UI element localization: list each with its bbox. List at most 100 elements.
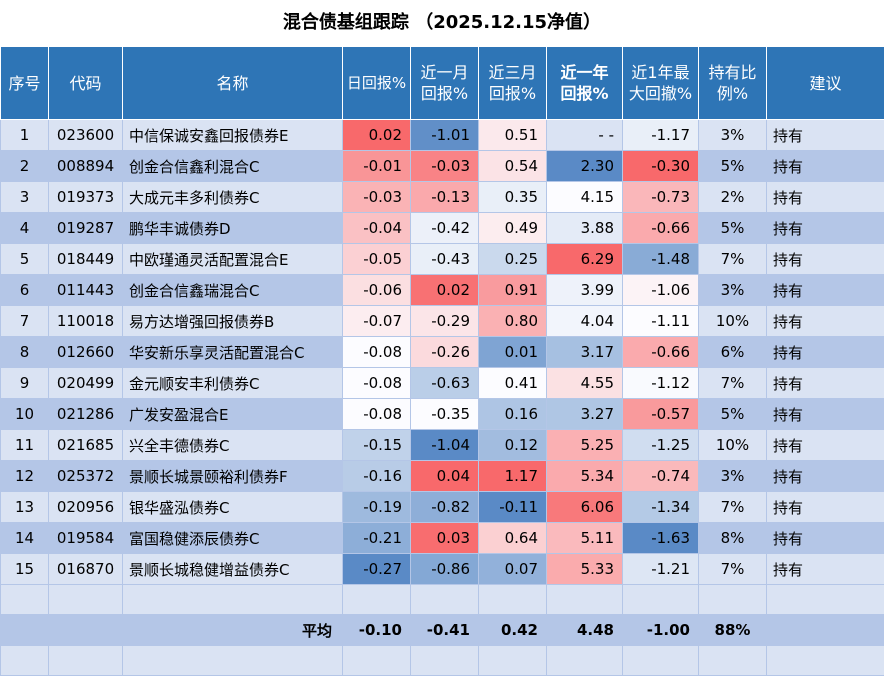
- row-index: 13: [0, 491, 49, 523]
- holding-ratio: 6%: [698, 336, 767, 368]
- holding-ratio: 10%: [698, 429, 767, 461]
- advice: 持有: [766, 491, 884, 523]
- advice: 持有: [766, 367, 884, 399]
- row-index: 6: [0, 274, 49, 306]
- advice: 持有: [766, 553, 884, 585]
- fund-code: 012660: [48, 336, 123, 368]
- 1y-return: 6.06: [546, 491, 623, 523]
- advice: 持有: [766, 460, 884, 492]
- 1m-return: -0.13: [410, 181, 479, 213]
- 3m-return: 0.91: [478, 274, 547, 306]
- table-row: 5 018449 中欧瑾通灵活配置混合E -0.05 -0.43 0.25 6.29 -1.4…: [0, 243, 884, 275]
- daily-return: -0.19: [342, 491, 411, 523]
- 1y-return: 5.33: [546, 553, 623, 585]
- advice: 持有: [766, 274, 884, 306]
- daily-return: -0.01: [342, 150, 411, 182]
- table-row: 12 025372 景顺长城景颐裕利债券F -0.16 0.04 1.17 5.34 -0.7…: [0, 460, 884, 492]
- table-row: 15 016870 景顺长城稳健增益债券C -0.27 -0.86 0.07 5.33 -1.…: [0, 553, 884, 585]
- fund-code: 020956: [48, 491, 123, 523]
- average-daily-return: -0.10: [342, 614, 411, 646]
- 3m-return: 0.16: [478, 398, 547, 430]
- 1m-return: -0.43: [410, 243, 479, 275]
- 1y-return: 3.27: [546, 398, 623, 430]
- 1y-return: 4.04: [546, 305, 623, 337]
- 3m-return: 0.01: [478, 336, 547, 368]
- max-drawdown: -1.17: [622, 119, 699, 151]
- holding-ratio: 10%: [698, 305, 767, 337]
- table-row: 3 019373 大成元丰多利债券C -0.03 -0.13 0.35 4.15 -0.73 2…: [0, 181, 884, 213]
- 1m-return: -0.86: [410, 553, 479, 585]
- header-advice: 建议: [766, 46, 884, 120]
- 1y-return: 6.29: [546, 243, 623, 275]
- fund-name: 中信保诚安鑫回报债券E: [122, 119, 343, 151]
- table-row: 8 012660 华安新乐享灵活配置混合C -0.08 -0.26 0.01 3.17 -0.…: [0, 336, 884, 368]
- 1m-return: -1.01: [410, 119, 479, 151]
- max-drawdown: -1.06: [622, 274, 699, 306]
- header-index: 序号: [0, 46, 49, 120]
- header-1m-return: 近一月 回报%: [410, 46, 479, 120]
- fund-tracking-table: 序号 代码 名称 日回报% 近一月 回报% 近三月 回报% 近一年 回报% 近1年最大…: [0, 46, 884, 676]
- table-row: 14 019584 富国稳健添辰债券C -0.21 0.03 0.64 5.11 -1.63 8…: [0, 522, 884, 554]
- row-index: 15: [0, 553, 49, 585]
- header-row: 序号 代码 名称 日回报% 近一月 回报% 近三月 回报% 近一年 回报% 近1年最大…: [0, 46, 884, 120]
- holding-ratio: 3%: [698, 119, 767, 151]
- 1y-return: 3.99: [546, 274, 623, 306]
- average-1m-return: -0.41: [410, 614, 479, 646]
- daily-return: -0.27: [342, 553, 411, 585]
- 1m-return: -0.42: [410, 212, 479, 244]
- fund-name: 景顺长城稳健增益债券C: [122, 553, 343, 585]
- header-1y-return: 近一年 回报%: [546, 46, 623, 120]
- 1m-return: -0.26: [410, 336, 479, 368]
- 3m-return: 0.07: [478, 553, 547, 585]
- fund-code: 019373: [48, 181, 123, 213]
- 1y-return: - -: [546, 119, 623, 151]
- average-label: 平均: [122, 614, 343, 646]
- 3m-return: 0.80: [478, 305, 547, 337]
- daily-return: -0.08: [342, 336, 411, 368]
- fund-name: 兴全丰德债券C: [122, 429, 343, 461]
- daily-return: -0.21: [342, 522, 411, 554]
- 1y-return: 4.15: [546, 181, 623, 213]
- 3m-return: 0.49: [478, 212, 547, 244]
- max-drawdown: -1.21: [622, 553, 699, 585]
- 3m-return: 0.64: [478, 522, 547, 554]
- 3m-return: 0.54: [478, 150, 547, 182]
- 1m-return: 0.02: [410, 274, 479, 306]
- daily-return: 0.02: [342, 119, 411, 151]
- 1y-return: 3.17: [546, 336, 623, 368]
- max-drawdown: -0.74: [622, 460, 699, 492]
- max-drawdown: -1.11: [622, 305, 699, 337]
- holding-ratio: 3%: [698, 460, 767, 492]
- fund-name: 大成元丰多利债券C: [122, 181, 343, 213]
- max-drawdown: -1.25: [622, 429, 699, 461]
- fund-name: 中欧瑾通灵活配置混合E: [122, 243, 343, 275]
- 1m-return: -0.63: [410, 367, 479, 399]
- daily-return: -0.08: [342, 367, 411, 399]
- 3m-return: 0.12: [478, 429, 547, 461]
- 3m-return: 0.35: [478, 181, 547, 213]
- 1y-return: 4.55: [546, 367, 623, 399]
- table-row: 1 023600 中信保诚安鑫回报债券E 0.02 -1.01 0.51- - -1.17 3…: [0, 119, 884, 151]
- holding-ratio: 8%: [698, 522, 767, 554]
- fund-code: 008894: [48, 150, 123, 182]
- row-index: 11: [0, 429, 49, 461]
- holding-ratio: 5%: [698, 212, 767, 244]
- fund-name: 广发安盈混合E: [122, 398, 343, 430]
- table-row: 6 011443 创金合信鑫瑞混合C -0.06 0.02 0.91 3.99 -1.06 3%…: [0, 274, 884, 306]
- max-drawdown: -0.66: [622, 212, 699, 244]
- 1y-return: 5.25: [546, 429, 623, 461]
- fund-code: 019584: [48, 522, 123, 554]
- advice: 持有: [766, 522, 884, 554]
- average-1y-return: 4.48: [546, 614, 623, 646]
- table-row: 2 008894 创金合信鑫利混合C -0.01 -0.03 0.54 2.30 -0.30 5…: [0, 150, 884, 182]
- advice: 持有: [766, 119, 884, 151]
- row-index: 4: [0, 212, 49, 244]
- fund-name: 金元顺安丰利债券C: [122, 367, 343, 399]
- advice: 持有: [766, 336, 884, 368]
- average-row: 平均 -0.10 -0.41 0.42 4.48 -1.00 88%: [0, 614, 884, 646]
- header-name: 名称: [122, 46, 343, 120]
- holding-ratio: 7%: [698, 367, 767, 399]
- daily-return: -0.16: [342, 460, 411, 492]
- fund-code: 019287: [48, 212, 123, 244]
- advice: 持有: [766, 305, 884, 337]
